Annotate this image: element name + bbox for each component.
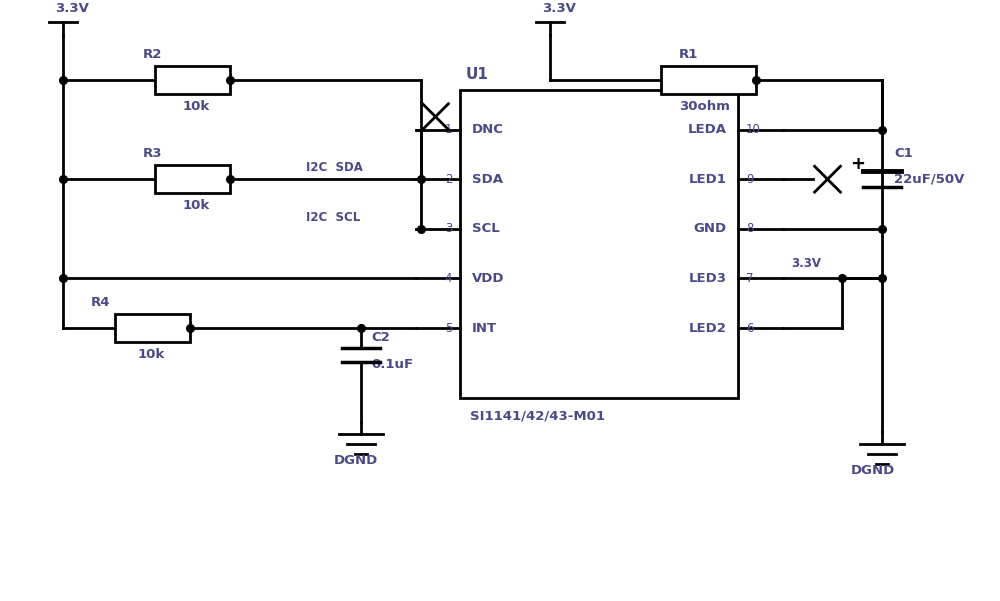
Text: I2C  SCL: I2C SCL [306, 211, 361, 224]
Text: 10k: 10k [182, 100, 210, 113]
Text: 0.1uF: 0.1uF [371, 358, 413, 371]
Text: 3.3V: 3.3V [791, 257, 821, 269]
Text: R1: R1 [679, 48, 698, 61]
Text: R3: R3 [143, 147, 162, 160]
Bar [661, 66, 756, 94]
Text: DNC: DNC [472, 123, 504, 136]
Text: 2: 2 [445, 172, 452, 186]
Text: +: + [850, 155, 865, 173]
Text: 10: 10 [746, 123, 761, 136]
Text: 30ohm: 30ohm [679, 100, 730, 113]
Text: 3: 3 [445, 222, 452, 236]
Text: 22uF/50V: 22uF/50V [894, 172, 964, 185]
Text: C2: C2 [371, 331, 390, 344]
Text: U1: U1 [465, 67, 488, 82]
Text: SI1141/42/43-M01: SI1141/42/43-M01 [470, 409, 605, 423]
Text: 7: 7 [746, 272, 754, 285]
Text: 8: 8 [746, 222, 754, 236]
Text: DGND: DGND [333, 454, 378, 467]
Text: 4: 4 [445, 272, 452, 285]
Text: 9: 9 [746, 172, 754, 186]
Text: 3.3V: 3.3V [55, 2, 89, 16]
Text: 1: 1 [445, 123, 452, 136]
Text: I2C  SDA: I2C SDA [306, 161, 363, 174]
Text: 10k: 10k [138, 348, 165, 361]
Bar [155, 165, 230, 193]
Text: R4: R4 [91, 296, 111, 310]
Text: DGND: DGND [850, 464, 895, 477]
Text: R2: R2 [143, 48, 162, 61]
Text: LED2: LED2 [688, 322, 726, 335]
Text: 5: 5 [445, 322, 452, 335]
Bar [155, 66, 230, 94]
Text: SDA: SDA [472, 172, 503, 186]
Text: C1: C1 [894, 147, 913, 160]
Text: GND: GND [693, 222, 726, 236]
Bar [115, 314, 190, 342]
Text: LED1: LED1 [688, 172, 726, 186]
Text: LED3: LED3 [688, 272, 726, 285]
Text: SCL: SCL [472, 222, 500, 236]
Text: INT: INT [472, 322, 497, 335]
Text: VDD: VDD [472, 272, 505, 285]
Text: 3.3V: 3.3V [542, 2, 576, 16]
Text: 10k: 10k [182, 199, 210, 212]
Bar [460, 90, 738, 397]
Text: 6: 6 [746, 322, 754, 335]
Text: LEDA: LEDA [687, 123, 726, 136]
